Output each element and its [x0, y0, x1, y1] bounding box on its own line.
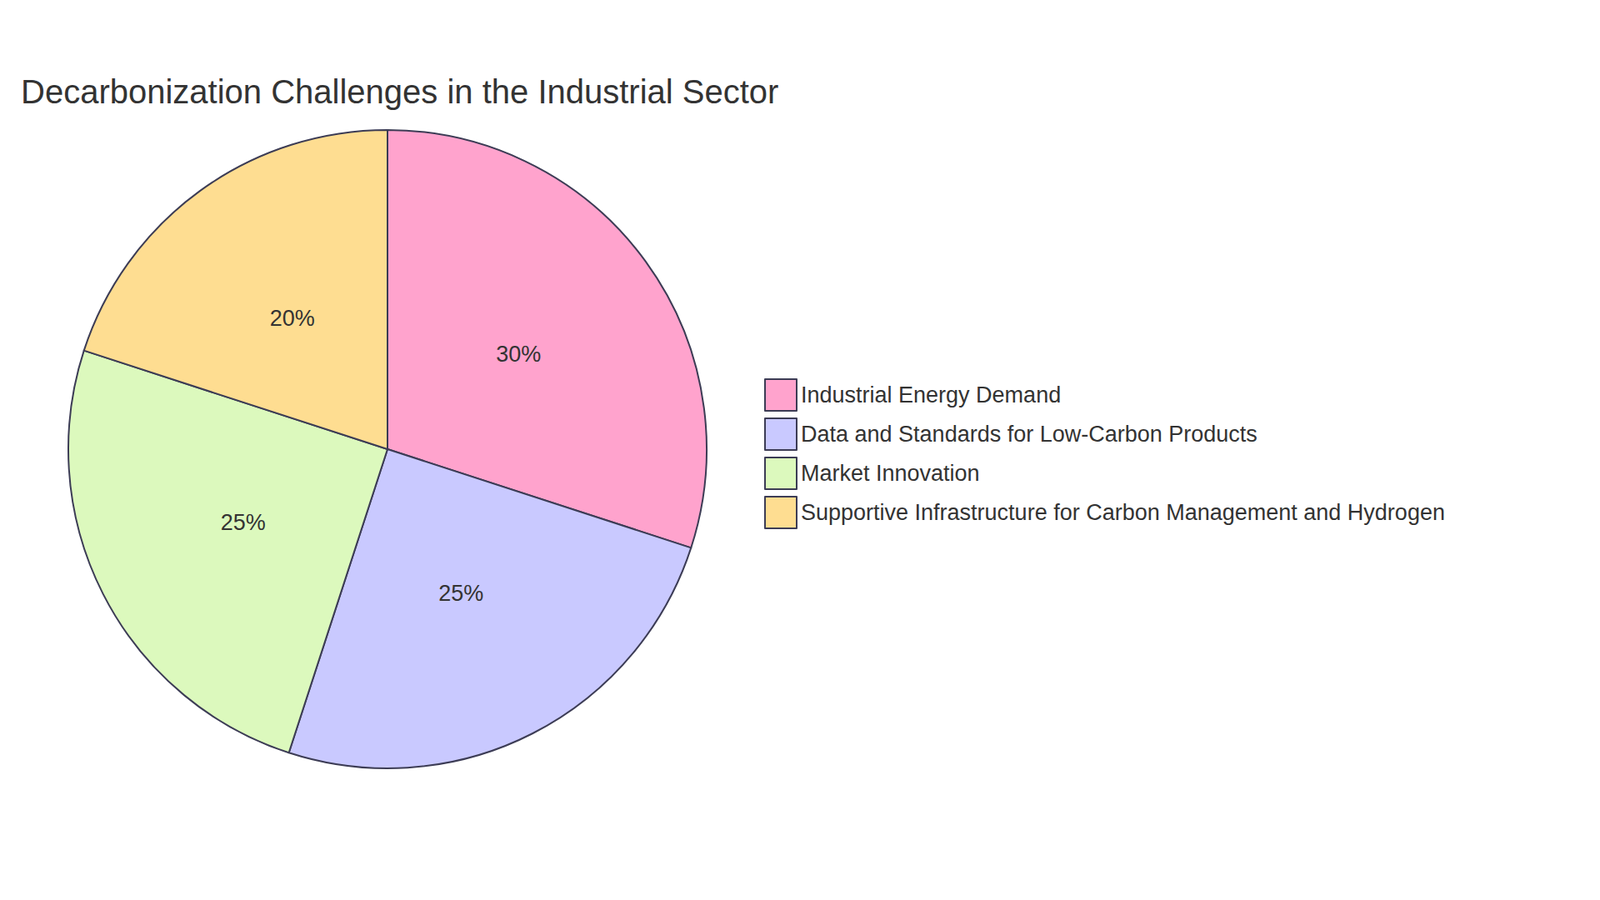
- svg-text:Data and Standards for Low-Car: Data and Standards for Low-Carbon Produc…: [800, 421, 1258, 447]
- svg-text:30%: 30%: [495, 341, 541, 367]
- svg-text:25%: 25%: [220, 510, 266, 535]
- svg-text:Industrial Energy Demand: Industrial Energy Demand: [800, 382, 1061, 408]
- svg-text:25%: 25%: [438, 580, 484, 606]
- svg-text:Supportive Infrastructure for: Supportive Infrastructure for Carbon Man…: [800, 500, 1445, 525]
- svg-text:Decarbonization Challenges in: Decarbonization Challenges in the Indust…: [20, 73, 779, 110]
- svg-text:20%: 20%: [270, 305, 315, 331]
- svg-text:Market Innovation: Market Innovation: [800, 460, 980, 486]
